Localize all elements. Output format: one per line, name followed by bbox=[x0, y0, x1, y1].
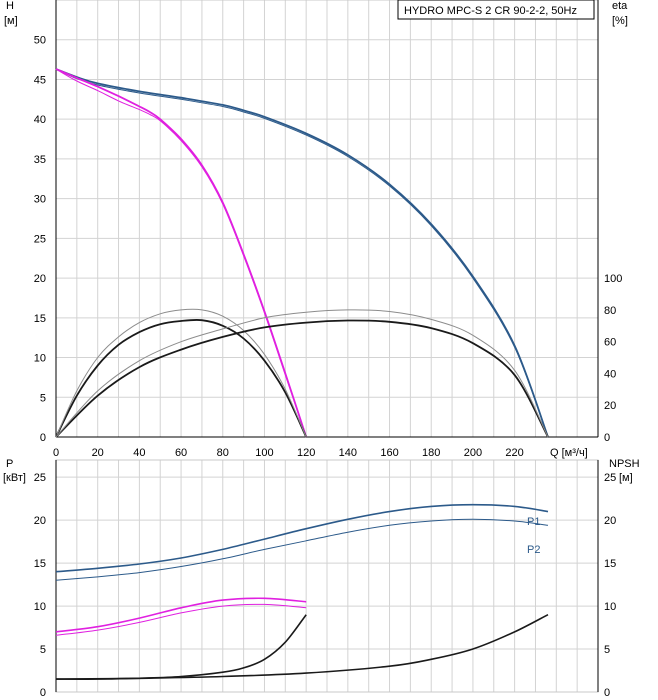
h-axis-label: H bbox=[6, 0, 14, 12]
eta-tick-label: 80 bbox=[604, 305, 616, 317]
eta-tick-label: 100 bbox=[604, 273, 622, 285]
npsh-tick-label: 20 bbox=[604, 515, 616, 527]
p-axis-unit: [кВт] bbox=[3, 472, 26, 484]
eta-axis-label: eta bbox=[612, 0, 628, 12]
p-tick-label: 25 bbox=[34, 472, 46, 484]
q-axis-tick-labels: 0 20 40 60 80 100 120 140 160 180 200 220 bbox=[53, 447, 524, 459]
h-tick-label: 0 bbox=[40, 432, 46, 444]
h-curve-magenta bbox=[55, 68, 308, 438]
h-tick-label: 40 bbox=[34, 114, 46, 126]
p-axis-label: P bbox=[6, 458, 13, 470]
h-curve-magenta-alt bbox=[55, 68, 307, 438]
h-tick-label: 20 bbox=[34, 273, 46, 285]
q-tick-label: 0 bbox=[53, 447, 59, 459]
q-tick-label: 200 bbox=[464, 447, 482, 459]
bottom-grid bbox=[56, 460, 598, 692]
npsh-tick-label: 0 bbox=[604, 687, 610, 699]
h-axis-unit: [м] bbox=[4, 15, 18, 27]
eta-tick-label: 40 bbox=[604, 368, 616, 380]
npsh-axis-tick-labels: 0 5 10 15 20 25 bbox=[604, 472, 616, 699]
q-tick-label: 60 bbox=[175, 447, 187, 459]
p-axis-tick-labels: 0 5 10 15 20 25 bbox=[34, 472, 46, 699]
h-tick-label: 5 bbox=[40, 392, 46, 404]
npsh-tick-label: 15 bbox=[604, 558, 616, 570]
eta-curve-1pump bbox=[55, 318, 308, 438]
q-axis-label: Q [м³/ч] bbox=[550, 447, 588, 459]
q-tick-label: 80 bbox=[217, 447, 229, 459]
bottom-curves bbox=[55, 503, 549, 680]
top-grid bbox=[56, 0, 598, 437]
h-axis-tick-labels: 0 5 10 15 20 25 30 35 40 45 50 bbox=[34, 35, 46, 444]
q-tick-label: 160 bbox=[380, 447, 398, 459]
eta-axis-unit: [%] bbox=[612, 15, 628, 27]
top-curves bbox=[55, 68, 549, 438]
p-tick-label: 5 bbox=[40, 644, 46, 656]
h-curve-alt bbox=[55, 68, 549, 438]
p-curve-magenta bbox=[55, 597, 307, 633]
h-tick-label: 45 bbox=[34, 74, 46, 86]
series-label-p2: P2 bbox=[527, 544, 540, 556]
npsh-axis-unit: [м] bbox=[619, 472, 633, 484]
h-tick-label: 50 bbox=[34, 35, 46, 47]
eta-axis-tick-labels: 0 20 40 60 80 100 bbox=[604, 273, 622, 444]
eta-tick-label: 0 bbox=[604, 432, 610, 444]
series-label-p1: P1 bbox=[527, 516, 540, 528]
h-tick-label: 30 bbox=[34, 194, 46, 206]
q-tick-label: 100 bbox=[255, 447, 273, 459]
eta-tick-label: 60 bbox=[604, 337, 616, 349]
h-curve-main bbox=[55, 68, 549, 438]
p-curve-magenta-alt bbox=[55, 603, 307, 636]
p-tick-label: 10 bbox=[34, 601, 46, 613]
h-tick-label: 10 bbox=[34, 353, 46, 365]
eta-curve-2pump-alt bbox=[55, 309, 549, 438]
q-tick-label: 220 bbox=[505, 447, 523, 459]
h-tick-label: 25 bbox=[34, 233, 46, 245]
h-tick-label: 35 bbox=[34, 154, 46, 166]
eta-curve-1pump-alt bbox=[55, 308, 307, 438]
q-tick-label: 120 bbox=[297, 447, 315, 459]
p-tick-label: 0 bbox=[40, 687, 46, 699]
npsh-tick-label: 5 bbox=[604, 644, 610, 656]
npsh-tick-label: 10 bbox=[604, 601, 616, 613]
eta-curve-2pump bbox=[55, 319, 549, 438]
npsh-curve-2pump bbox=[55, 613, 549, 680]
p2-curve bbox=[55, 518, 549, 581]
p1-curve bbox=[55, 503, 549, 573]
chart-title: HYDRO MPC-S 2 CR 90-2-2, 50Hz bbox=[404, 5, 577, 17]
q-tick-label: 20 bbox=[92, 447, 104, 459]
npsh-tick-label: 25 bbox=[604, 472, 616, 484]
q-tick-label: 40 bbox=[133, 447, 145, 459]
p-tick-label: 20 bbox=[34, 515, 46, 527]
npsh-axis-label: NPSH bbox=[609, 458, 640, 470]
h-tick-label: 15 bbox=[34, 313, 46, 325]
eta-tick-label: 20 bbox=[604, 400, 616, 412]
q-tick-label: 140 bbox=[339, 447, 357, 459]
q-tick-label: 180 bbox=[422, 447, 440, 459]
chart-title-box bbox=[397, 0, 595, 20]
p-tick-label: 15 bbox=[34, 558, 46, 570]
